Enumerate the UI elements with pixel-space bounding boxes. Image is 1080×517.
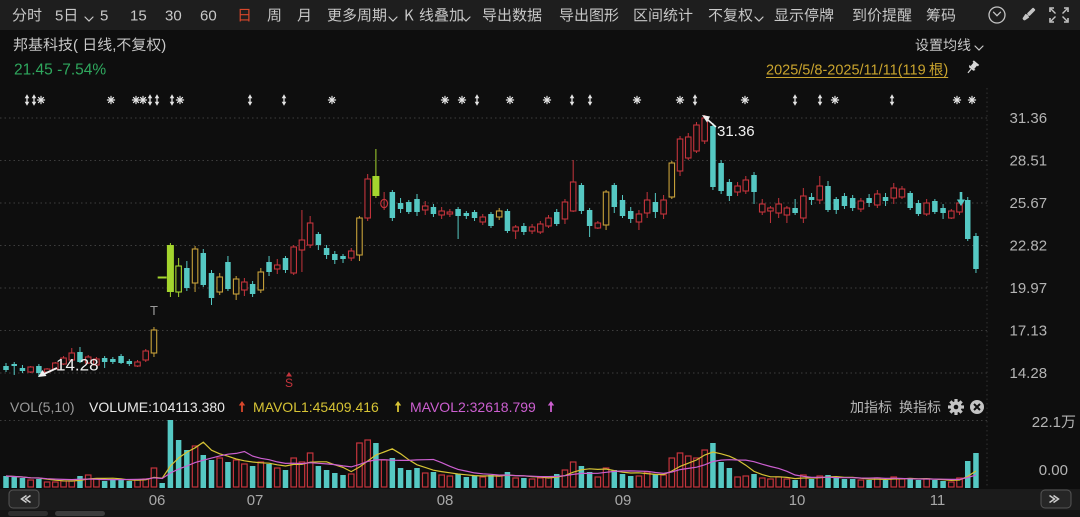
svg-text:07: 07 [247, 492, 264, 509]
svg-text:25.67: 25.67 [1010, 195, 1048, 212]
svg-text:VOLUME:104113.380: VOLUME:104113.380 [89, 399, 225, 415]
svg-text:,: , [112, 37, 116, 54]
svg-text:19.97: 19.97 [1010, 280, 1048, 297]
svg-text:5: 5 [55, 8, 63, 25]
svg-text:22.1: 22.1 [1032, 414, 1061, 431]
svg-text:15: 15 [130, 8, 147, 25]
svg-text:30: 30 [165, 8, 182, 25]
svg-text:31.36: 31.36 [717, 123, 755, 140]
svg-text:S: S [285, 376, 293, 390]
svg-text:MAVOL2:32618.799: MAVOL2:32618.799 [410, 399, 536, 415]
svg-text:17.13: 17.13 [1010, 323, 1048, 340]
svg-text:): ) [161, 37, 166, 54]
svg-text:0.00: 0.00 [1039, 462, 1068, 479]
svg-text:): ) [943, 63, 948, 79]
svg-text:28.51: 28.51 [1010, 153, 1048, 170]
svg-text:06: 06 [149, 492, 166, 509]
svg-text:(: ( [73, 37, 78, 54]
svg-text:2025/5/8-2025/11/11(119: 2025/5/8-2025/11/11(119 [766, 63, 926, 79]
svg-text:10: 10 [789, 492, 806, 509]
svg-text:14.28: 14.28 [1010, 365, 1048, 382]
svg-text:11: 11 [930, 492, 946, 509]
svg-text:VOL(5,10): VOL(5,10) [10, 399, 75, 415]
svg-text:21.45 -7.54%: 21.45 -7.54% [14, 62, 106, 79]
svg-text:T: T [150, 303, 158, 318]
svg-text:MAVOL1:45409.416: MAVOL1:45409.416 [253, 399, 379, 415]
svg-text:60: 60 [200, 8, 217, 25]
svg-text:31.36: 31.36 [1010, 110, 1048, 127]
svg-text:22.82: 22.82 [1010, 238, 1048, 255]
svg-text:09: 09 [615, 492, 632, 509]
svg-text:5: 5 [100, 8, 108, 25]
svg-text:14.28: 14.28 [56, 356, 99, 375]
svg-text:08: 08 [437, 492, 454, 509]
